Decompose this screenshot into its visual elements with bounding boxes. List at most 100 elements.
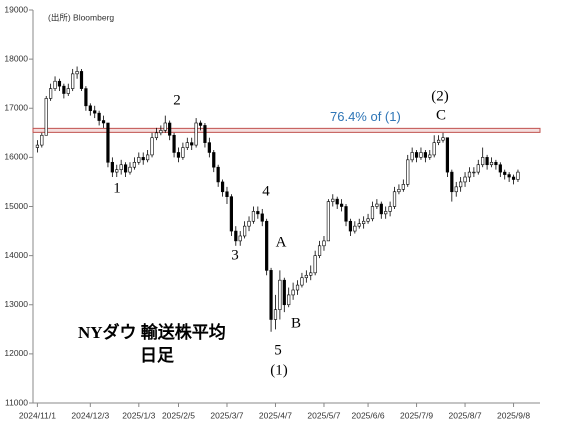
wave-label: C (436, 107, 446, 123)
candle-body (340, 203, 344, 207)
candle-body (154, 132, 159, 139)
candle-body (247, 220, 251, 227)
candle-body (317, 245, 322, 256)
candle-body (309, 272, 313, 276)
candle-body (238, 235, 242, 242)
candle-body (494, 161, 498, 166)
candle-body (110, 161, 114, 173)
candle-body (503, 171, 507, 175)
candle-body (265, 220, 269, 271)
candle-body (357, 223, 361, 227)
candle-body (115, 169, 119, 173)
candle-body (300, 277, 304, 286)
wave-label: 4 (262, 183, 270, 199)
candle-body (423, 152, 427, 158)
candle-body (304, 274, 308, 279)
x-tick-label: 2025/6/6 (352, 410, 385, 420)
candle-body (366, 218, 370, 222)
candle-body (322, 240, 326, 247)
candle-body (291, 289, 295, 296)
candle-body (146, 154, 150, 161)
y-tick-label: 16000 (4, 152, 28, 162)
candle-body (401, 184, 405, 190)
candle-body (49, 88, 53, 99)
candle-body (141, 157, 145, 161)
candle-body (282, 279, 286, 306)
source-note: (出所) Bloomberg (48, 12, 114, 22)
candle-body (269, 270, 273, 320)
candle-body (88, 105, 92, 112)
candle-body (225, 191, 229, 197)
candle-body (62, 85, 66, 94)
candle-body (397, 189, 401, 193)
candle-body (207, 142, 211, 153)
candle-body (348, 220, 353, 232)
candle-body (203, 125, 207, 143)
x-tick-label: 2025/8/7 (449, 410, 482, 420)
candle-body (119, 164, 123, 170)
x-tick-label: 2025/5/7 (307, 410, 340, 420)
y-tick-label: 15000 (4, 201, 28, 211)
candle-body (163, 122, 167, 131)
wave-label: A (276, 234, 287, 250)
candle-body (326, 201, 330, 242)
candle-body (313, 255, 317, 274)
candle-body (481, 157, 485, 166)
candle-body (273, 309, 278, 320)
x-tick-label: 2024/11/1 (19, 410, 56, 420)
y-tick-label: 12000 (4, 348, 28, 358)
candle-body (278, 279, 282, 310)
candle-body (71, 73, 75, 89)
candle-body (511, 176, 516, 180)
candle-body (181, 147, 185, 158)
candle-body (57, 80, 62, 87)
x-tick-label: 2025/2/5 (162, 410, 195, 420)
candle-body (463, 176, 467, 183)
y-tick-label: 14000 (4, 250, 28, 260)
candle-body (243, 225, 247, 237)
chart-subtitle: 日足 (140, 346, 174, 365)
candle-body (388, 206, 392, 212)
candle-body (353, 225, 357, 232)
wave-label: (2) (431, 88, 449, 104)
chart-title: NYダウ 輸送株平均 (78, 322, 226, 342)
candle-body (260, 213, 264, 222)
candle-body (370, 206, 375, 220)
x-tick-label: 2024/12/3 (71, 410, 109, 420)
candle-body (93, 110, 97, 114)
candle-body (489, 161, 494, 166)
candle-body (384, 211, 388, 215)
candle-body (362, 220, 366, 224)
x-tick-label: 2025/4/7 (259, 410, 292, 420)
candle-body (53, 80, 57, 89)
x-tick-label: 2025/1/3 (122, 410, 155, 420)
candle-body (406, 159, 410, 185)
candle-body (198, 122, 203, 126)
candle-body (379, 203, 383, 215)
y-tick-label: 11000 (5, 397, 28, 407)
x-tick-label: 2025/3/7 (210, 410, 243, 420)
candle-body (472, 171, 476, 174)
candle-body (66, 88, 70, 94)
candle-body (229, 196, 233, 232)
candle-body (106, 122, 110, 163)
candle-body (35, 144, 40, 148)
candle-body (216, 166, 220, 183)
candle-body (392, 191, 397, 207)
candle-body (44, 98, 48, 136)
candle-body (159, 130, 163, 134)
candle-body (375, 203, 379, 207)
candle-body (414, 152, 419, 158)
candle-body (40, 134, 44, 146)
candle-body (176, 152, 181, 158)
candle-body (344, 206, 348, 222)
wave-label: 1 (113, 180, 121, 196)
candle-body (436, 139, 441, 143)
candle-body (287, 294, 291, 306)
candle-body (441, 137, 445, 141)
candle-body (220, 181, 225, 193)
y-tick-label: 18000 (4, 53, 28, 63)
candle-body (428, 154, 432, 158)
candle-body (419, 152, 423, 158)
